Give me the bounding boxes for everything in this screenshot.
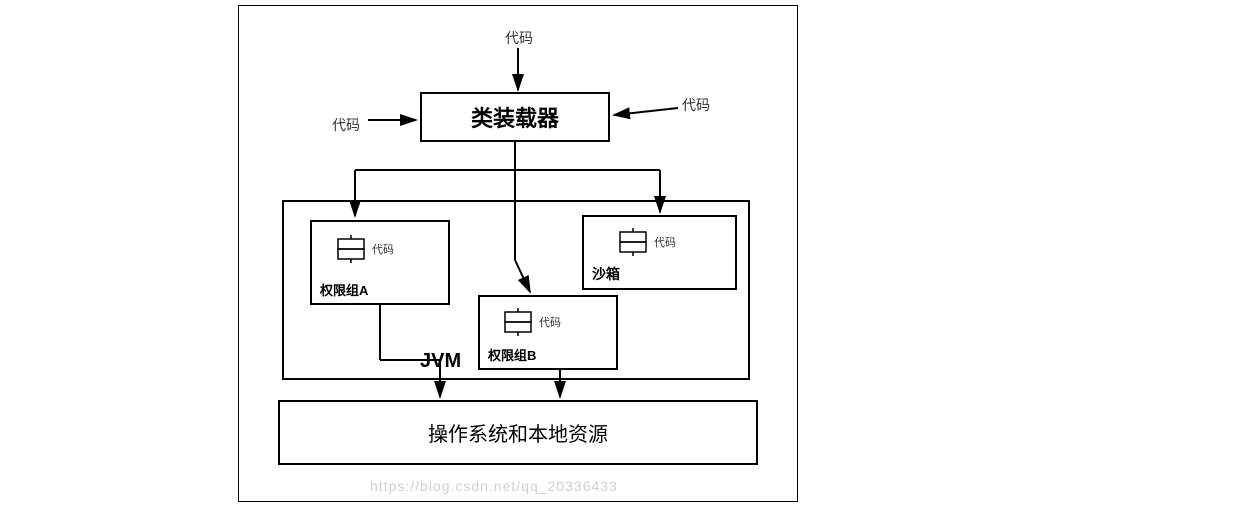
arrows-layer xyxy=(0,0,1249,510)
diagram-stage: 代码 代码 代码 类装载器 权限组A 代码 沙箱 代码 权限组B xyxy=(0,0,1249,510)
